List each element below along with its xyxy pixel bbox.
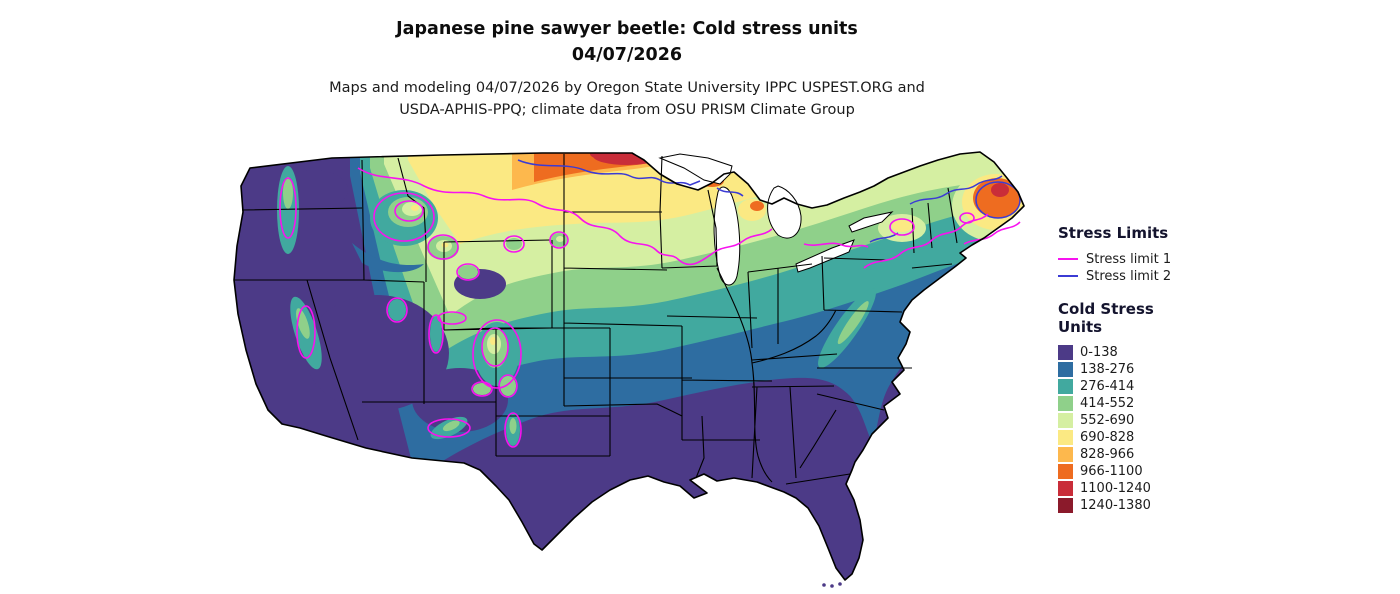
- great-lakes: [658, 153, 894, 286]
- color-swatch: [1058, 395, 1073, 411]
- color-swatch: [1058, 429, 1073, 445]
- legend-class-row: 966-1100: [1058, 463, 1218, 479]
- class-range-label: 828-966: [1080, 446, 1135, 462]
- color-swatch: [1058, 463, 1073, 479]
- lake-ontario: [848, 211, 894, 233]
- map-date: 04/07/2026: [571, 45, 683, 65]
- color-swatch: [1058, 361, 1073, 377]
- class-range-label: 276-414: [1080, 378, 1135, 394]
- page-title: Japanese pine sawyer beetle: Cold stress…: [396, 19, 858, 39]
- color-swatch: [1058, 446, 1073, 462]
- color-swatch: [1058, 412, 1073, 428]
- class-range-label: 1100-1240: [1080, 480, 1151, 496]
- color-swatch: [1058, 344, 1073, 360]
- stress-limit-1-contour: [279, 167, 1021, 448]
- legend-item-stress-limit-1: Stress limit 1: [1058, 251, 1218, 268]
- attribution-line-2: USDA-APHIS-PPQ; climate data from OSU PR…: [399, 102, 855, 118]
- legend-class-row: 1240-1380: [1058, 497, 1218, 513]
- class-range-label: 0-138: [1080, 344, 1118, 360]
- stress-limit-2-contour: [517, 159, 1021, 243]
- us-map: [233, 151, 1025, 588]
- class-range-label: 414-552: [1080, 395, 1135, 411]
- color-swatch: [1058, 480, 1073, 496]
- legend-item-stress-limit-2: Stress limit 2: [1058, 268, 1218, 285]
- stress-limit-1-line-swatch: [1058, 258, 1078, 260]
- class-range-label: 138-276: [1080, 361, 1135, 377]
- legend-class-row: 828-966: [1058, 446, 1218, 462]
- lake-michigan: [713, 186, 741, 286]
- color-swatch: [1058, 497, 1073, 513]
- legend-class-row: 1100-1240: [1058, 480, 1218, 496]
- legend-class-row: 276-414: [1058, 378, 1218, 394]
- class-range-label: 966-1100: [1080, 463, 1143, 479]
- color-swatch: [1058, 378, 1073, 394]
- cold-stress-heading-line-2: Units: [1058, 318, 1103, 336]
- attribution-caption: Maps and modeling 04/07/2026 by Oregon S…: [0, 77, 1254, 121]
- cold-stress-heading-line-1: Cold Stress: [1058, 299, 1154, 318]
- legend-class-row: 138-276: [1058, 361, 1218, 377]
- stress-limit-1-label: Stress limit 1: [1086, 251, 1172, 267]
- legend-classes: 0-138 138-276 276-414 414-552 552-690 69…: [1058, 344, 1218, 513]
- class-range-label: 1240-1380: [1080, 497, 1151, 513]
- legend-class-row: 0-138: [1058, 344, 1218, 360]
- stress-limit-2-label: Stress limit 2: [1086, 268, 1172, 284]
- cold-stress-units-heading: Cold Stress Units: [1058, 300, 1218, 337]
- class-range-label: 690-828: [1080, 429, 1135, 445]
- attribution-line-1: Maps and modeling 04/07/2026 by Oregon S…: [329, 80, 925, 96]
- lake-superior: [658, 153, 733, 185]
- stress-limits-heading: Stress Limits: [1058, 224, 1169, 242]
- header: Japanese pine sawyer beetle: Cold stress…: [0, 16, 1254, 121]
- legend-class-row: 552-690: [1058, 412, 1218, 428]
- us-map-container: [212, 148, 1044, 590]
- lake-huron: [767, 185, 802, 239]
- us-outline: [233, 151, 1025, 581]
- class-range-label: 552-690: [1080, 412, 1135, 428]
- legend: Stress Limits Stress limit 1 Stress limi…: [1058, 224, 1218, 515]
- legend-class-row: 690-828: [1058, 429, 1218, 445]
- florida-keys: [822, 582, 842, 588]
- color-bands: [234, 152, 1024, 580]
- legend-class-row: 414-552: [1058, 395, 1218, 411]
- stress-limit-2-line-swatch: [1058, 275, 1078, 277]
